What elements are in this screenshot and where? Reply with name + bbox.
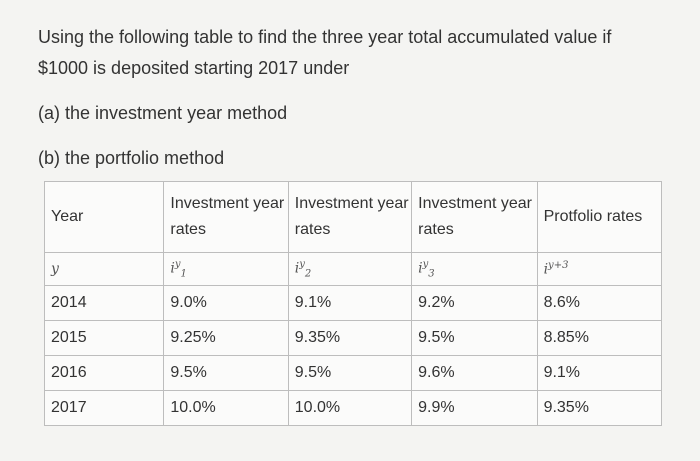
- cell-year: 2014: [43, 285, 165, 321]
- cell-i2: 10.0%: [287, 390, 413, 426]
- rates-table: Year Investment year rates Investment ye…: [43, 181, 663, 426]
- symbol-portfolio: iy+3: [536, 252, 663, 286]
- cell-i2: 9.5%: [287, 355, 413, 391]
- cell-i3: 9.9%: [411, 390, 538, 426]
- header-portfolio: Protfolio rates: [536, 181, 663, 253]
- header-investment-2: Investment year rates: [287, 181, 413, 253]
- cell-portfolio: 8.85%: [536, 320, 663, 356]
- cell-i3: 9.6%: [411, 355, 538, 391]
- question-text: Using the following table to find the th…: [38, 22, 678, 84]
- table-row: 2016 9.5% 9.5% 9.6% 9.1%: [43, 355, 663, 391]
- cell-i2: 9.35%: [287, 320, 413, 356]
- part-a-text: (a) the investment year method: [38, 103, 288, 123]
- question-line-1: Using the following table to find the th…: [38, 27, 612, 47]
- table-row: 2015 9.25% 9.35% 9.5% 8.85%: [43, 320, 663, 356]
- cell-year: 2017: [43, 390, 165, 426]
- cell-i2: 9.1%: [287, 285, 413, 321]
- header-investment-1: Investment year rates: [163, 181, 289, 253]
- header-year: Year: [43, 181, 165, 253]
- table-row: 2014 9.0% 9.1% 9.2% 8.6%: [43, 285, 663, 321]
- header-investment-3: Investment year rates: [411, 181, 538, 253]
- cell-i1: 9.25%: [163, 320, 289, 356]
- symbol-row: y iy1 iy2 iy3 iy+3: [43, 252, 663, 286]
- cell-i1: 9.5%: [163, 355, 289, 391]
- cell-portfolio: 8.6%: [536, 285, 663, 321]
- cell-i3: 9.2%: [411, 285, 538, 321]
- cell-i3: 9.5%: [411, 320, 538, 356]
- header-row: Year Investment year rates Investment ye…: [43, 181, 663, 253]
- symbol-year: y: [43, 252, 165, 286]
- cell-portfolio: 9.1%: [536, 355, 663, 391]
- cell-year: 2015: [43, 320, 165, 356]
- cell-year: 2016: [43, 355, 165, 391]
- cell-i1: 10.0%: [163, 390, 289, 426]
- part-b-text: (b) the portfolio method: [38, 148, 225, 168]
- question-line-2: $1000 is deposited starting 2017 under: [38, 58, 350, 78]
- symbol-i1: iy1: [163, 252, 289, 286]
- symbol-i3: iy3: [411, 252, 538, 286]
- table-row: 2017 10.0% 10.0% 9.9% 9.35%: [43, 390, 663, 426]
- cell-portfolio: 9.35%: [536, 390, 663, 426]
- symbol-i2: iy2: [287, 252, 413, 286]
- cell-i1: 9.0%: [163, 285, 289, 321]
